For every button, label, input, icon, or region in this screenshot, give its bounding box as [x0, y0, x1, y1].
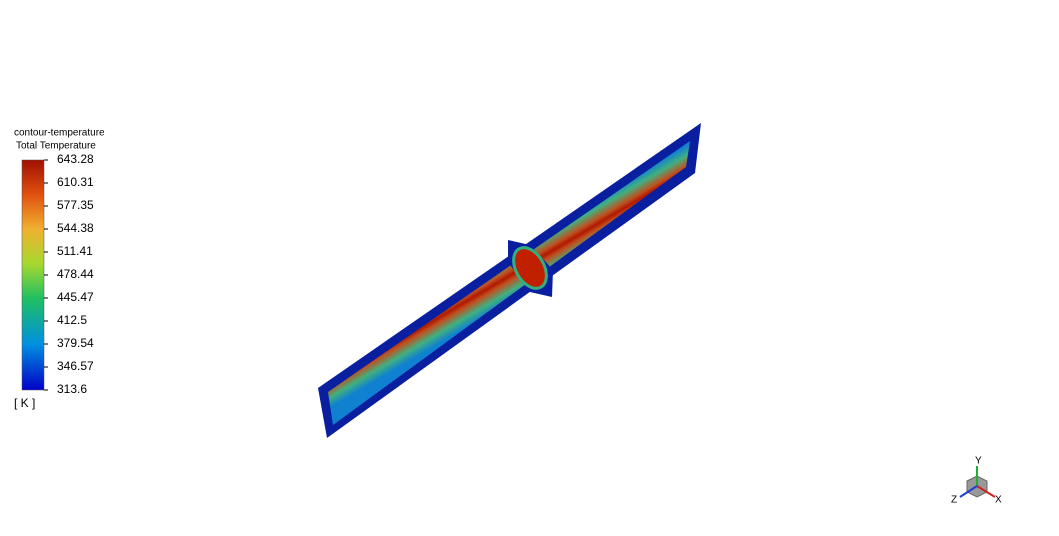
tick-label: 445.47 [57, 290, 94, 304]
legend-unit: [ K ] [14, 396, 35, 410]
legend-subtitle: Total Temperature [16, 141, 96, 152]
tick-label: 412.5 [57, 313, 87, 327]
triad: Y X Z [951, 456, 1002, 506]
tick-label: 577.35 [57, 198, 94, 212]
tick-label: 478.44 [57, 267, 94, 281]
legend-title: contour-temperature [14, 128, 105, 139]
slab-contour [328, 141, 690, 425]
triad-y-label: Y [975, 456, 982, 467]
triad-z-label: Z [951, 495, 957, 506]
triad-x-label: X [995, 495, 1002, 506]
tick-label: 610.31 [57, 175, 94, 189]
triad-z-axis [959, 485, 978, 498]
geometry [318, 123, 701, 438]
tick-label: 544.38 [57, 221, 94, 235]
tick-label: 511.41 [57, 244, 93, 258]
tick-label: 313.6 [57, 382, 87, 396]
triad-x-axis [976, 485, 996, 498]
colorbar [21, 159, 45, 391]
tick-label: 643.28 [57, 152, 94, 166]
tick-label: 346.57 [57, 359, 94, 373]
tick-label: 379.54 [57, 336, 94, 350]
junction-contour [512, 246, 548, 290]
